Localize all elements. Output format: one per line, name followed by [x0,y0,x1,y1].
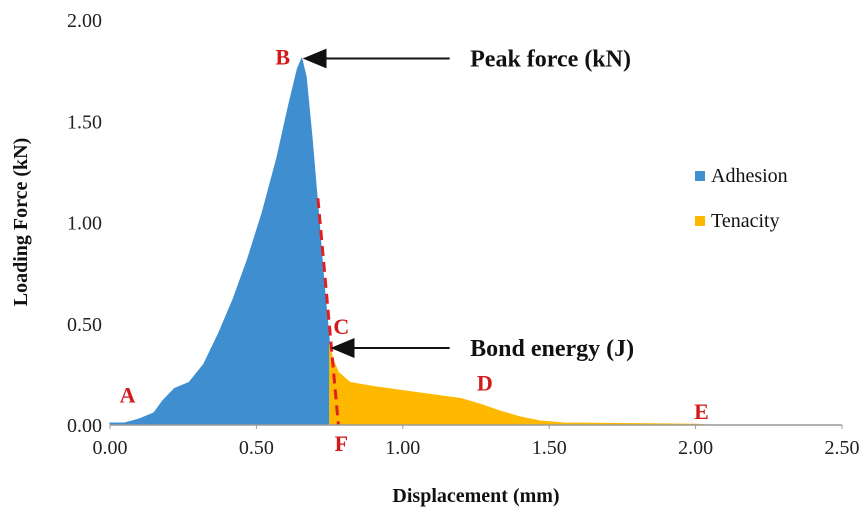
x-tick-label: 1.50 [532,437,567,459]
x-tick-label: 2.50 [825,437,860,459]
point-label-a: A [120,383,136,408]
peak-force-label: Peak force (kN) [470,46,631,72]
bond-energy-divider-line [316,198,340,426]
legend-label-tenacity: Tenacity [711,210,780,232]
bond-energy-label: Bond energy (J) [470,336,634,362]
point-label-b: B [275,44,290,69]
x-tick-label: 0.50 [239,437,274,459]
point-label-e: E [694,399,709,424]
point-label-c: C [333,314,349,339]
y-axis-title: Loading Force (kN) [10,138,32,307]
area-adhesion [109,56,339,426]
legend-label-adhesion: Adhesion [711,165,788,187]
x-tick-label: 2.00 [678,437,713,459]
y-tick-label: 1.50 [67,111,102,133]
point-label-d: D [477,370,493,395]
x-tick-label: 0.00 [93,437,128,459]
x-tick-label: 1.00 [385,437,420,459]
y-tick-label: 2.00 [67,10,102,32]
x-axis-title: Displacement (mm) [392,485,559,507]
legend-swatch-adhesion [695,171,705,181]
area-tenacity [329,343,711,426]
point-label-f: F [335,431,348,456]
legend-swatch-tenacity [695,216,705,226]
y-tick-label: 1.00 [67,213,102,235]
y-tick-label: 0.00 [67,415,102,437]
y-tick-label: 0.50 [67,314,102,336]
